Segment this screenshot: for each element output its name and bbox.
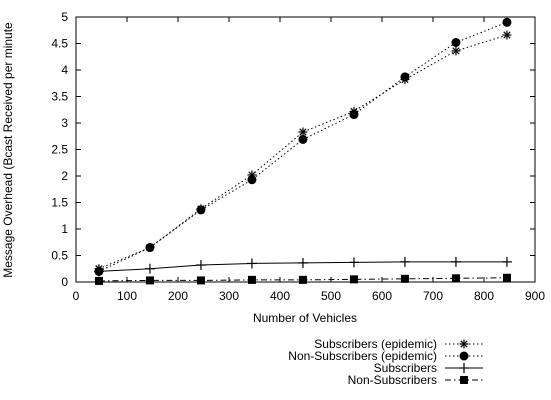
data-point <box>501 256 512 267</box>
y-tick-label: 1 <box>61 222 68 236</box>
legend-label: Subscribers (epidemic) <box>314 337 437 351</box>
data-point <box>196 276 205 285</box>
data-point <box>450 256 461 267</box>
marker-dot <box>451 37 461 47</box>
x-tick-label: 600 <box>372 289 392 303</box>
data-point <box>298 275 307 284</box>
legend-entry: Non-Subscribers (epidemic) <box>288 349 483 363</box>
plot-area <box>75 16 536 283</box>
marker-dot <box>298 134 308 144</box>
series-1 <box>94 17 512 276</box>
x-tick-label: 100 <box>117 289 137 303</box>
marker-dot <box>502 17 512 27</box>
y-tick-label: 5 <box>61 10 68 24</box>
marker-stroke <box>299 128 307 136</box>
marker-dot <box>349 110 359 120</box>
plot-frame <box>75 16 536 283</box>
y-axis: 0 0.5 1 1.5 2 2.5 3 3.5 4 4.5 5 <box>51 10 535 289</box>
data-point <box>451 37 461 47</box>
x-axis-label: Number of Vehicles <box>253 311 357 325</box>
x-tick-label: 300 <box>219 289 239 303</box>
marker-dot <box>400 72 410 82</box>
y-tick-label: 0 <box>61 275 68 289</box>
series-2 <box>93 256 512 277</box>
x-tick-label: 800 <box>474 289 494 303</box>
legend-entry: Subscribers (epidemic) <box>314 337 483 351</box>
legend-marker <box>459 351 469 361</box>
data-point <box>502 17 512 27</box>
data-point <box>502 30 512 40</box>
x-tick-label: 900 <box>525 289 545 303</box>
y-tick-label: 0.5 <box>51 249 68 263</box>
marker-box <box>460 376 468 384</box>
data-point <box>349 275 358 284</box>
series-line <box>98 21 508 272</box>
data-point <box>451 274 460 283</box>
legend-label: Subscribers <box>374 361 437 375</box>
marker-dot <box>247 175 257 185</box>
marker-stroke <box>503 31 511 39</box>
data-point <box>145 243 155 253</box>
y-tick-label: 1.5 <box>51 196 68 210</box>
y-tick-label: 3.5 <box>51 90 68 104</box>
data-point <box>144 263 155 274</box>
marker-box <box>94 276 103 285</box>
series-layer <box>93 17 512 285</box>
data-point <box>247 275 256 284</box>
data-point <box>399 256 410 267</box>
marker-box <box>145 276 154 285</box>
legend-entry: Non-Subscribers <box>348 373 483 387</box>
legend: Subscribers (epidemic)Non-Subscribers (e… <box>288 337 483 387</box>
data-point <box>195 260 206 271</box>
marker-box <box>400 274 409 283</box>
data-point <box>145 276 154 285</box>
data-point <box>297 257 308 268</box>
x-tick-label: 700 <box>423 289 443 303</box>
data-point <box>400 274 409 283</box>
marker-stroke <box>452 47 460 55</box>
marker-box <box>349 275 358 284</box>
marker-dot <box>145 243 155 253</box>
x-tick-label: 500 <box>321 289 341 303</box>
legend-entry: Subscribers <box>374 361 483 375</box>
data-point <box>93 266 104 277</box>
data-point <box>298 134 308 144</box>
series-line <box>98 34 508 270</box>
series-3 <box>94 273 511 285</box>
legend-marker <box>460 376 468 384</box>
data-point <box>451 46 461 56</box>
x-tick-label: 400 <box>270 289 290 303</box>
y-tick-label: 4.5 <box>51 37 68 51</box>
data-point <box>400 72 410 82</box>
data-point <box>196 205 206 215</box>
y-tick-label: 4 <box>61 63 68 77</box>
data-point <box>94 276 103 285</box>
y-tick-label: 3 <box>61 116 68 130</box>
y-tick-label: 2.5 <box>51 143 68 157</box>
marker-stroke <box>460 340 468 348</box>
legend-label: Non-Subscribers (epidemic) <box>288 349 437 363</box>
data-point <box>247 175 257 185</box>
legend-marker <box>459 363 469 373</box>
data-point <box>348 257 359 268</box>
data-point <box>502 273 511 282</box>
marker-box <box>196 276 205 285</box>
series-0 <box>94 30 512 274</box>
x-tick-label: 200 <box>168 289 188 303</box>
y-axis-label: Message Overhead (Bcast Received per min… <box>1 22 15 278</box>
legend-marker <box>459 339 469 349</box>
marker-box <box>502 273 511 282</box>
x-axis: 0 100 200 300 400 500 600 700 800 900 <box>73 17 545 303</box>
marker-box <box>451 274 460 283</box>
data-point <box>349 110 359 120</box>
data-point <box>246 258 257 269</box>
marker-dot <box>196 205 206 215</box>
x-tick-label: 0 <box>73 289 80 303</box>
legend-label: Non-Subscribers <box>348 373 437 387</box>
marker-box <box>298 275 307 284</box>
marker-box <box>247 275 256 284</box>
marker-dot <box>459 351 469 361</box>
y-tick-label: 2 <box>61 169 68 183</box>
